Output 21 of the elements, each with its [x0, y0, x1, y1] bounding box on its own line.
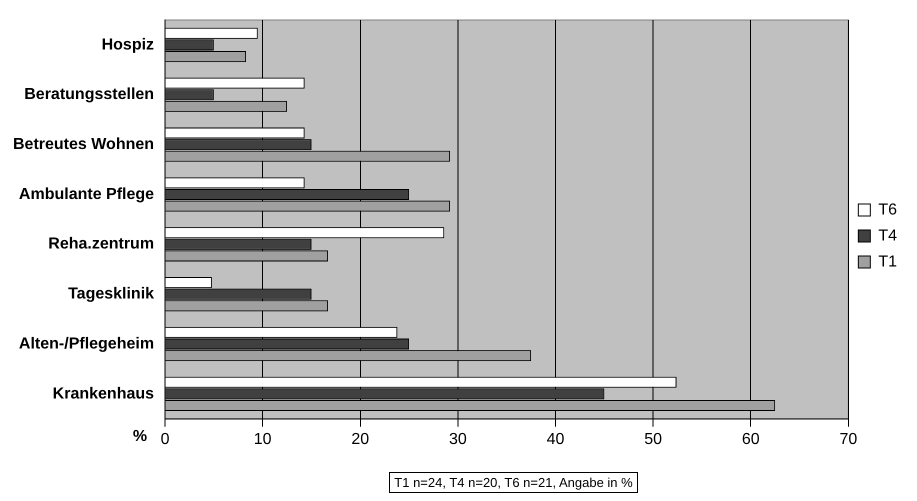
legend-label: T4	[878, 227, 898, 244]
text: T1 n=24, T4 n=20, T6 n=21, Angabe in %	[389, 472, 638, 493]
x-tick-label: 0	[160, 430, 170, 448]
y-tick-label: Tagesklinik	[68, 286, 154, 303]
y-tick-label: Beratungsstellen	[24, 86, 154, 104]
x-tick-label: 60	[742, 430, 760, 448]
x-axis-title: %	[132, 428, 148, 446]
y-tick-label: Alten-/Pflegeheim	[18, 335, 154, 352]
x-tick-label: 20	[351, 430, 370, 448]
x-tick-label: 30	[448, 430, 467, 448]
x-tick-label: 10	[254, 430, 272, 448]
legend-label: T6	[878, 201, 898, 218]
y-tick-label: Ambulante Pflege	[18, 186, 154, 203]
x-tick-label: 40	[546, 430, 564, 448]
y-tick-label: Krankenhaus	[52, 385, 154, 402]
y-tick-label: Reha.zentrum	[48, 236, 154, 253]
legend-label: T1	[878, 253, 898, 270]
y-tick-label: Hospiz	[102, 36, 154, 54]
x-tick-label: 50	[644, 430, 662, 448]
x-tick-label: 70	[839, 430, 858, 448]
y-tick-label: Betreutes Wohnen	[12, 136, 154, 154]
